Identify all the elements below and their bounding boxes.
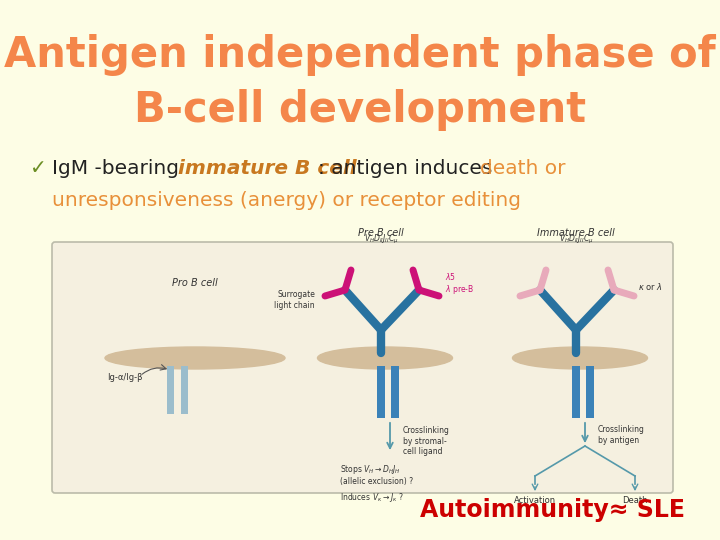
Text: Induces $V_\kappa \rightarrow J_\kappa$ ?: Induces $V_\kappa \rightarrow J_\kappa$ …	[340, 491, 404, 504]
Text: $\kappa$ or $\lambda$: $\kappa$ or $\lambda$	[638, 280, 663, 292]
Text: Death: Death	[622, 496, 648, 505]
Text: unresponsiveness (anergy) or receptor editing: unresponsiveness (anergy) or receptor ed…	[52, 191, 521, 210]
Text: : antigen induces: : antigen induces	[318, 159, 499, 178]
Text: ✓: ✓	[30, 159, 47, 178]
Text: Autoimmunity≈ SLE: Autoimmunity≈ SLE	[420, 498, 685, 522]
Text: Immature B cell: Immature B cell	[537, 228, 615, 238]
Text: Stops $V_H \rightarrow D_H J_H$: Stops $V_H \rightarrow D_H J_H$	[340, 463, 401, 476]
FancyBboxPatch shape	[167, 366, 174, 414]
FancyBboxPatch shape	[572, 366, 580, 418]
FancyBboxPatch shape	[181, 366, 188, 414]
Text: Crosslinking
by stromal-
cell ligand: Crosslinking by stromal- cell ligand	[403, 426, 450, 456]
Text: Ig-α/Ig-β: Ig-α/Ig-β	[107, 373, 143, 382]
FancyBboxPatch shape	[377, 366, 385, 418]
Text: Crosslinking
by antigen: Crosslinking by antigen	[598, 426, 645, 445]
FancyBboxPatch shape	[52, 242, 673, 493]
Ellipse shape	[318, 347, 452, 369]
FancyBboxPatch shape	[391, 366, 399, 418]
Text: IgM -bearing: IgM -bearing	[52, 159, 185, 178]
Text: Pro B cell: Pro B cell	[172, 278, 218, 288]
Text: B-cell development: B-cell development	[134, 89, 586, 131]
Text: $V_H D_{II} J_{II} C_\mu$: $V_H D_{II} J_{II} C_\mu$	[559, 233, 593, 246]
Text: immature B cell: immature B cell	[178, 159, 356, 178]
Text: Antigen independent phase of: Antigen independent phase of	[4, 34, 716, 76]
Text: $\lambda$ pre-B: $\lambda$ pre-B	[445, 284, 474, 296]
Text: (allelic exclusion) ?: (allelic exclusion) ?	[340, 477, 413, 486]
Text: Pre B cell: Pre B cell	[358, 228, 404, 238]
Text: Surrogate
light chain: Surrogate light chain	[274, 291, 315, 310]
Text: death or: death or	[480, 159, 565, 178]
FancyBboxPatch shape	[586, 366, 594, 418]
Text: $\lambda 5$: $\lambda 5$	[445, 271, 456, 281]
Ellipse shape	[105, 347, 285, 369]
Text: $V_H D_{II} J_{II} C_\mu$: $V_H D_{II} J_{II} C_\mu$	[364, 233, 398, 246]
Text: Activation: Activation	[514, 496, 556, 505]
Ellipse shape	[513, 347, 647, 369]
